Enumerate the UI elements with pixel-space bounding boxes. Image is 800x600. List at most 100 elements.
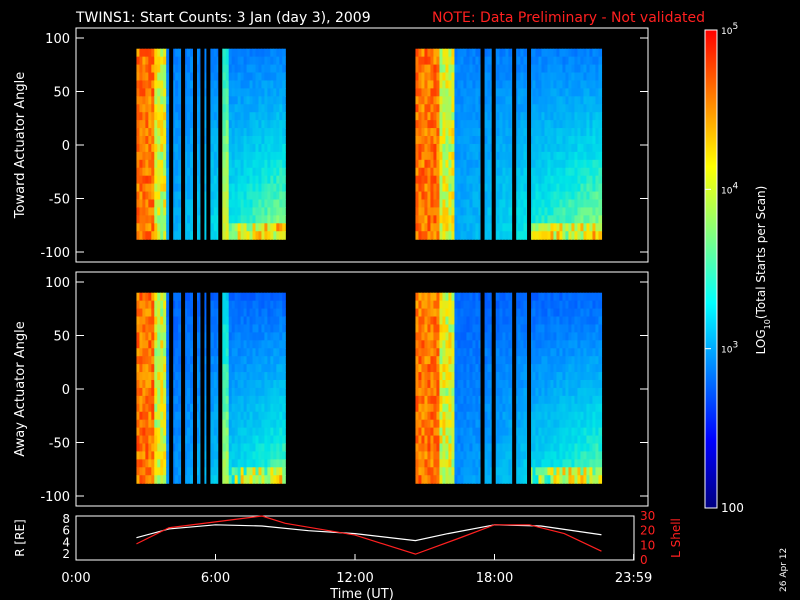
heatmap-cell — [586, 167, 591, 177]
heatmap-cell — [228, 308, 233, 318]
heatmap-cell — [523, 207, 528, 216]
heatmap-cell — [598, 72, 603, 82]
heatmap-cell — [225, 395, 230, 405]
heatmap-cell — [529, 151, 534, 161]
heatmap-cell — [583, 128, 588, 137]
heatmap-cell — [231, 207, 236, 216]
heatmap-cell — [487, 364, 492, 373]
heatmap-cell — [264, 96, 268, 105]
heatmap-cell — [484, 183, 489, 193]
heatmap-cell — [184, 379, 188, 389]
heatmap-cell — [421, 356, 426, 365]
heatmap-cell — [210, 435, 215, 445]
heatmap-cell — [136, 419, 141, 429]
heatmap-cell — [258, 207, 263, 216]
heatmap-cell — [213, 167, 218, 177]
heatmap-cell — [282, 356, 286, 365]
heatmap-cell — [556, 96, 561, 105]
heatmap-cell — [172, 120, 176, 129]
heatmap-cell — [427, 199, 432, 209]
heatmap-cell — [454, 451, 459, 460]
heatmap-cell — [502, 96, 507, 105]
heatmap-cell — [163, 316, 167, 326]
heatmap-cell — [574, 56, 579, 66]
heatmap-cell — [270, 175, 274, 185]
heatmap-cell — [264, 143, 268, 153]
heatmap-cell — [276, 324, 280, 333]
heatmap-cell — [454, 64, 459, 74]
heatmap-cell — [469, 300, 474, 310]
heatmap-cell — [478, 332, 483, 341]
heatmap-cell — [418, 332, 423, 341]
heatmap-cell — [442, 316, 447, 326]
heatmap-cell — [187, 207, 191, 216]
heatmap-cell — [523, 459, 528, 468]
heatmap-cell — [523, 364, 528, 373]
heatmap-cell — [496, 56, 501, 66]
heatmap-cell — [454, 475, 459, 484]
heatmap-cell — [421, 128, 426, 137]
heatmap-cell — [190, 183, 194, 193]
heatmap-cell — [475, 143, 480, 153]
heatmap-cell — [469, 403, 474, 413]
heatmap-cell — [190, 372, 194, 381]
heatmap-cell — [466, 223, 471, 232]
heatmap-cell — [517, 135, 522, 145]
heatmap-cell — [166, 435, 170, 445]
heatmap-cell — [267, 207, 271, 216]
heatmap-cell — [532, 151, 537, 161]
heatmap-cell — [478, 451, 483, 460]
heatmap-cell — [436, 395, 441, 405]
heatmap-cell — [445, 215, 450, 224]
heatmap-cell — [195, 419, 200, 429]
heatmap-cell — [508, 364, 513, 373]
heatmap-cell — [160, 96, 164, 105]
heatmap-cell — [451, 48, 456, 58]
heatmap-cell — [145, 435, 149, 445]
heatmap-cell — [472, 467, 477, 476]
heatmap-cell — [520, 167, 525, 177]
heatmap-cell — [276, 159, 280, 169]
heatmap-cell — [166, 175, 170, 185]
heatmap-cell — [279, 167, 283, 177]
heatmap-cell — [487, 159, 492, 169]
heatmap-cell — [163, 80, 167, 89]
heatmap-cell — [448, 451, 453, 460]
heatmap-cell — [466, 112, 471, 121]
heatmap-cell — [424, 112, 429, 121]
heatmap-cell — [421, 199, 426, 209]
heatmap-cell — [418, 191, 423, 201]
heatmap-cell — [195, 223, 200, 232]
heatmap-cell — [496, 199, 501, 209]
heatmap-cell — [589, 48, 594, 58]
heatmap-cell — [228, 167, 233, 177]
heatmap-cell — [478, 88, 483, 97]
heatmap-cell — [151, 112, 155, 121]
heatmap-cell — [439, 427, 444, 437]
heatmap-cell — [258, 215, 263, 224]
heatmap-cell — [499, 332, 504, 341]
heatmap-cell — [231, 379, 236, 389]
heatmap-cell — [439, 324, 444, 333]
heatmap-cell — [499, 403, 504, 413]
heatmap-cell — [574, 72, 579, 82]
heatmap-cell — [532, 340, 537, 349]
heatmap-cell — [190, 332, 194, 341]
heatmap-cell — [571, 96, 576, 105]
heatmap-cell — [442, 175, 447, 185]
heatmap-cell — [466, 231, 471, 240]
heatmap-cell — [190, 348, 194, 357]
heatmap-cell — [418, 403, 423, 413]
heatmap-cell — [240, 372, 245, 381]
heatmap-cell — [448, 356, 453, 365]
heatmap-cell — [457, 104, 462, 113]
heatmap-cell — [222, 308, 227, 318]
heatmap-cell — [445, 340, 450, 349]
heatmap-cell — [535, 356, 540, 365]
heatmap-cell — [496, 292, 501, 302]
heatmap-cell — [472, 80, 477, 89]
heatmap-cell — [249, 88, 254, 97]
heatmap-cell — [145, 207, 149, 216]
heatmap-cell — [195, 191, 200, 201]
heatmap-cell — [252, 48, 257, 58]
